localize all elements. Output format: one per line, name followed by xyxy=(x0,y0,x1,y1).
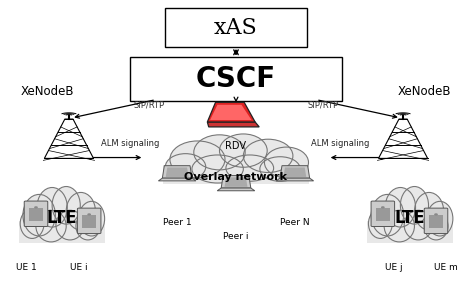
Ellipse shape xyxy=(384,210,414,242)
FancyBboxPatch shape xyxy=(165,8,307,47)
Text: UE m: UE m xyxy=(434,263,457,272)
Text: SIP: SIP xyxy=(235,104,244,115)
FancyBboxPatch shape xyxy=(371,201,395,227)
Ellipse shape xyxy=(37,187,67,227)
Text: XeNodeB: XeNodeB xyxy=(21,85,75,98)
Bar xyxy=(429,215,443,228)
Ellipse shape xyxy=(427,201,453,236)
Text: UE j: UE j xyxy=(385,263,403,272)
Polygon shape xyxy=(44,119,93,158)
Text: SIP/RTP: SIP/RTP xyxy=(307,100,338,109)
Polygon shape xyxy=(159,178,196,181)
Ellipse shape xyxy=(400,187,429,224)
Text: Peer i: Peer i xyxy=(223,232,249,241)
Circle shape xyxy=(34,206,38,208)
Bar xyxy=(29,208,43,221)
Polygon shape xyxy=(225,177,247,187)
Text: ALM signaling: ALM signaling xyxy=(101,139,160,148)
Ellipse shape xyxy=(56,210,84,240)
Text: SIP/RTP: SIP/RTP xyxy=(134,100,165,109)
Text: ALM signaling: ALM signaling xyxy=(312,139,370,148)
FancyBboxPatch shape xyxy=(162,165,310,184)
Ellipse shape xyxy=(76,212,100,240)
Polygon shape xyxy=(221,176,251,188)
Ellipse shape xyxy=(369,209,392,239)
Polygon shape xyxy=(207,122,259,127)
Ellipse shape xyxy=(414,193,444,230)
Text: Peer 1: Peer 1 xyxy=(163,218,192,227)
Text: UE i: UE i xyxy=(69,263,87,272)
Ellipse shape xyxy=(219,134,267,167)
Text: CSCF: CSCF xyxy=(196,65,276,93)
Ellipse shape xyxy=(194,135,245,170)
Polygon shape xyxy=(162,166,192,178)
Text: UE 1: UE 1 xyxy=(16,263,37,272)
Polygon shape xyxy=(379,119,428,158)
Ellipse shape xyxy=(192,155,244,183)
FancyBboxPatch shape xyxy=(18,221,105,243)
FancyBboxPatch shape xyxy=(77,208,101,233)
Ellipse shape xyxy=(260,157,300,181)
Polygon shape xyxy=(283,168,306,177)
Ellipse shape xyxy=(264,147,309,178)
Ellipse shape xyxy=(385,187,415,227)
Polygon shape xyxy=(276,178,313,181)
Ellipse shape xyxy=(52,187,80,224)
Text: Peer N: Peer N xyxy=(280,218,310,227)
Ellipse shape xyxy=(165,154,206,180)
Polygon shape xyxy=(280,166,310,178)
FancyBboxPatch shape xyxy=(24,201,48,227)
Text: LTE: LTE xyxy=(395,209,425,227)
Ellipse shape xyxy=(66,193,95,230)
Ellipse shape xyxy=(23,195,55,236)
Polygon shape xyxy=(207,102,255,122)
FancyBboxPatch shape xyxy=(367,221,454,243)
Text: XeNodeB: XeNodeB xyxy=(397,85,451,98)
Ellipse shape xyxy=(244,139,293,172)
Circle shape xyxy=(87,213,91,216)
Text: LTE: LTE xyxy=(47,209,77,227)
FancyBboxPatch shape xyxy=(130,57,342,101)
Circle shape xyxy=(434,213,438,216)
Ellipse shape xyxy=(226,155,274,181)
FancyBboxPatch shape xyxy=(424,208,448,233)
Polygon shape xyxy=(217,188,255,191)
Circle shape xyxy=(381,206,385,208)
Bar xyxy=(376,208,390,221)
Bar xyxy=(82,215,96,228)
Text: RDV: RDV xyxy=(226,141,246,151)
Ellipse shape xyxy=(371,195,404,236)
Text: Overlay network: Overlay network xyxy=(185,172,287,182)
Text: xAS: xAS xyxy=(214,16,258,39)
Polygon shape xyxy=(166,168,189,177)
Ellipse shape xyxy=(79,201,105,236)
Ellipse shape xyxy=(170,141,225,178)
Ellipse shape xyxy=(36,210,66,242)
Ellipse shape xyxy=(424,212,448,240)
Ellipse shape xyxy=(404,210,432,240)
Ellipse shape xyxy=(20,209,44,239)
Polygon shape xyxy=(210,105,252,120)
